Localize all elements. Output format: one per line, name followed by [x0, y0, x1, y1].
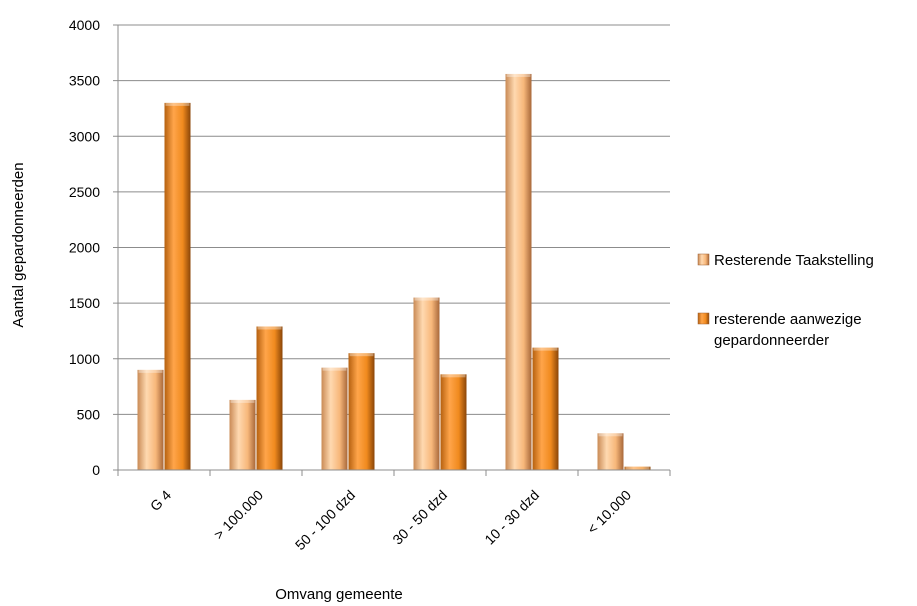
bar-body — [440, 374, 467, 470]
y-tick-label: 2000 — [69, 240, 100, 256]
bar — [256, 326, 283, 470]
bar — [321, 367, 348, 470]
y-tick-label: 1500 — [69, 295, 100, 311]
bar-highlight — [257, 326, 282, 330]
bar-highlight — [138, 369, 163, 373]
bar-highlight — [441, 374, 466, 378]
bar — [505, 73, 532, 470]
legend-swatch — [697, 253, 710, 266]
bar-highlight — [230, 399, 255, 403]
x-tick-label: 50 - 100 dzd — [292, 487, 358, 553]
bar-body — [164, 102, 191, 470]
y-tick-labels: 0 500 1000 1500 2000 2500 3000 3500 4000 — [69, 17, 118, 478]
bar-highlight — [533, 347, 558, 351]
x-tick-label: 10 - 30 dzd — [481, 487, 542, 548]
legend: Resterende Taakstelling resterende aanwez… — [697, 252, 874, 349]
y-tick-label: 0 — [92, 462, 100, 478]
legend-swatch — [697, 312, 710, 325]
y-tick-label: 3000 — [69, 128, 100, 144]
y-tick-label: 1000 — [69, 351, 100, 367]
bar-body — [624, 466, 651, 470]
bar — [532, 347, 559, 470]
bar-highlight — [349, 353, 374, 357]
bar-highlight — [598, 433, 623, 437]
legend-item: Resterende Taakstelling — [697, 252, 874, 269]
bar — [413, 297, 440, 470]
x-tick-label: G 4 — [147, 487, 174, 514]
bar-body — [321, 367, 348, 470]
bar-highlight — [165, 102, 190, 106]
bar — [597, 433, 624, 470]
y-tick-label: 2500 — [69, 184, 100, 200]
x-tick-label: 30 - 50 dzd — [389, 487, 450, 548]
bar — [624, 466, 651, 470]
y-tick-label: 4000 — [69, 17, 100, 33]
bar-body — [532, 347, 559, 470]
y-tick-label: 3500 — [69, 73, 100, 89]
gridlines — [118, 24, 670, 415]
legend-label: Resterende Taakstelling — [714, 252, 874, 269]
x-tick-label: < 10.000 — [584, 487, 634, 537]
bar-body — [348, 353, 375, 470]
x-tick-label: > 100.000 — [210, 487, 266, 543]
y-tick-label: 500 — [77, 406, 101, 422]
bar-body — [505, 73, 532, 470]
bar — [440, 374, 467, 470]
x-tick-labels: G 4 > 100.000 50 - 100 dzd 30 - 50 dzd 10 - … — [117, 470, 671, 553]
bar-body — [229, 399, 256, 470]
bar-highlight — [322, 367, 347, 371]
bar-body — [413, 297, 440, 470]
bar-highlight — [414, 297, 439, 301]
bar — [348, 353, 375, 470]
bar-body — [597, 433, 624, 470]
bar — [137, 369, 164, 470]
bar-highlight — [625, 466, 650, 470]
bar-body — [256, 326, 283, 470]
bar-highlight — [506, 73, 531, 77]
x-axis-title: Omvang gemeente — [275, 586, 403, 603]
legend-label: resterende aanwezige — [714, 311, 862, 328]
bar — [164, 102, 191, 470]
legend-label: gepardonneerder — [714, 332, 829, 349]
y-axis-title: Aantal gepardonneerden — [10, 162, 27, 327]
bar — [229, 399, 256, 470]
legend-item: resterende aanwezige gepardonneerder — [697, 311, 862, 349]
bars — [137, 73, 651, 470]
bar-body — [137, 369, 164, 470]
